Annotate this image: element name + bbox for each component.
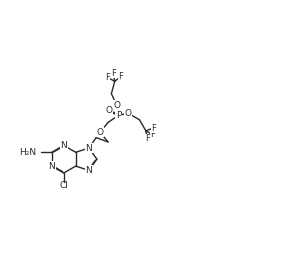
Text: N: N [85,144,92,152]
Text: H₂N: H₂N [19,148,36,157]
Text: N: N [85,166,92,175]
Text: F: F [151,124,156,133]
Text: O: O [125,109,132,118]
Text: Cl: Cl [59,181,68,190]
Text: F: F [105,73,110,82]
Text: O: O [113,101,120,110]
Text: F: F [150,130,155,139]
Text: F: F [111,69,116,78]
Text: F: F [145,134,150,143]
Text: N: N [60,141,67,150]
Text: O: O [96,128,103,137]
Text: N: N [49,162,55,171]
Text: O: O [106,106,113,116]
Text: F: F [118,72,123,81]
Text: P: P [116,111,121,120]
